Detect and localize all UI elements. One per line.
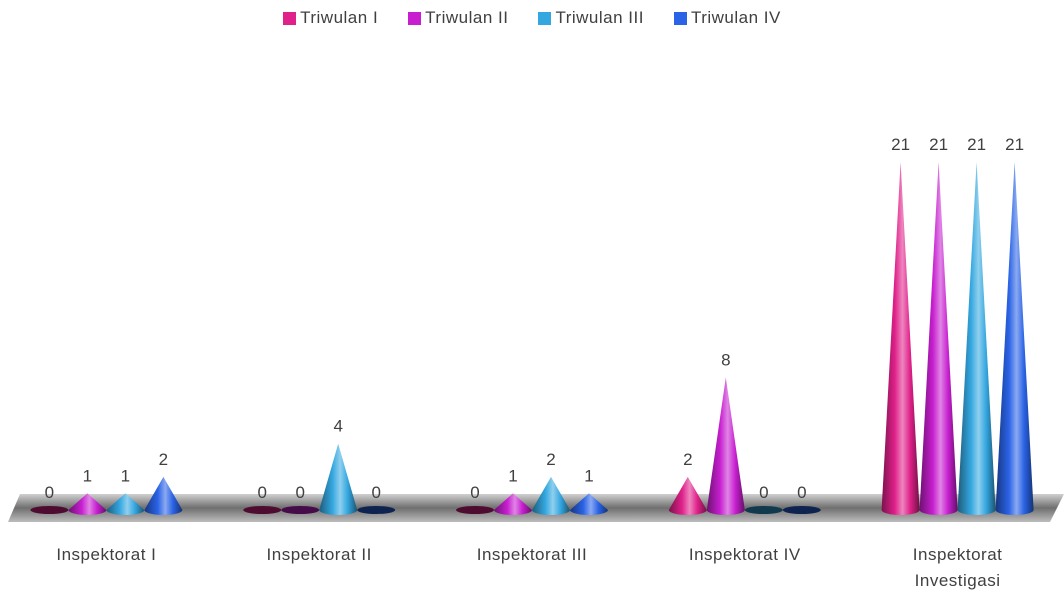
data-label: 8 (721, 350, 730, 369)
cone-mark (532, 476, 570, 515)
data-label: 0 (257, 483, 266, 502)
data-label: 0 (470, 483, 479, 502)
cone-mark (668, 476, 707, 515)
cone-mark (68, 493, 107, 515)
legend-item: Triwulan II (408, 8, 508, 28)
legend-item: Triwulan I (283, 8, 378, 28)
cone-mark (319, 443, 358, 515)
legend-label: Triwulan II (425, 8, 509, 27)
data-label: 0 (371, 483, 380, 502)
cone-mark (494, 493, 532, 515)
data-label: 1 (508, 466, 517, 485)
data-label: 21 (929, 135, 948, 154)
legend-item: Triwulan III (538, 8, 644, 28)
cone-mark (570, 493, 608, 515)
cone-base-mark (30, 506, 69, 514)
legend-swatch (538, 11, 552, 25)
data-label: 0 (759, 483, 768, 502)
data-label: 0 (797, 483, 806, 502)
data-label: 2 (159, 450, 168, 469)
category-label: Inspektorat (913, 545, 1003, 564)
legend-item: Triwulan IV (673, 8, 781, 28)
legend-label: Triwulan I (300, 8, 379, 27)
chart-legend: Triwulan I Triwulan II Triwulan III Triwula… (0, 8, 1064, 28)
data-label: 21 (967, 135, 986, 154)
data-label: 4 (333, 417, 342, 436)
category-label: Inspektorat II (267, 545, 372, 564)
cone-base-mark (456, 506, 494, 514)
data-label: 21 (1005, 135, 1024, 154)
category-label: Inspektorat III (477, 545, 588, 564)
legend-label: Triwulan IV (690, 8, 781, 27)
data-label: 1 (584, 466, 593, 485)
cone-mark (106, 493, 145, 515)
cone-mark (144, 476, 183, 515)
category-label: Inspektorat I (56, 545, 156, 564)
cone-base-mark (744, 506, 783, 514)
cone-mark (957, 162, 996, 515)
legend-swatch (673, 11, 687, 25)
data-label: 2 (546, 450, 555, 469)
data-label: 21 (891, 135, 910, 154)
cone-mark (706, 377, 745, 515)
data-label: 2 (683, 450, 692, 469)
cone-mark (995, 162, 1034, 515)
legend-swatch (408, 11, 422, 25)
data-label: 0 (45, 483, 54, 502)
category-label: Inspektorat IV (689, 545, 801, 564)
cone-mark (919, 162, 958, 515)
cone-base-mark (243, 506, 282, 514)
cone-base-mark (281, 506, 320, 514)
data-label: 1 (121, 466, 130, 485)
category-label: Investigasi (915, 571, 1001, 590)
legend-swatch (283, 11, 297, 25)
data-label: 1 (83, 466, 92, 485)
data-label: 0 (295, 483, 304, 502)
legend-label: Triwulan III (555, 8, 644, 27)
cone-mark (881, 162, 920, 515)
cone-base-mark (357, 506, 396, 514)
cone-base-mark (782, 506, 821, 514)
